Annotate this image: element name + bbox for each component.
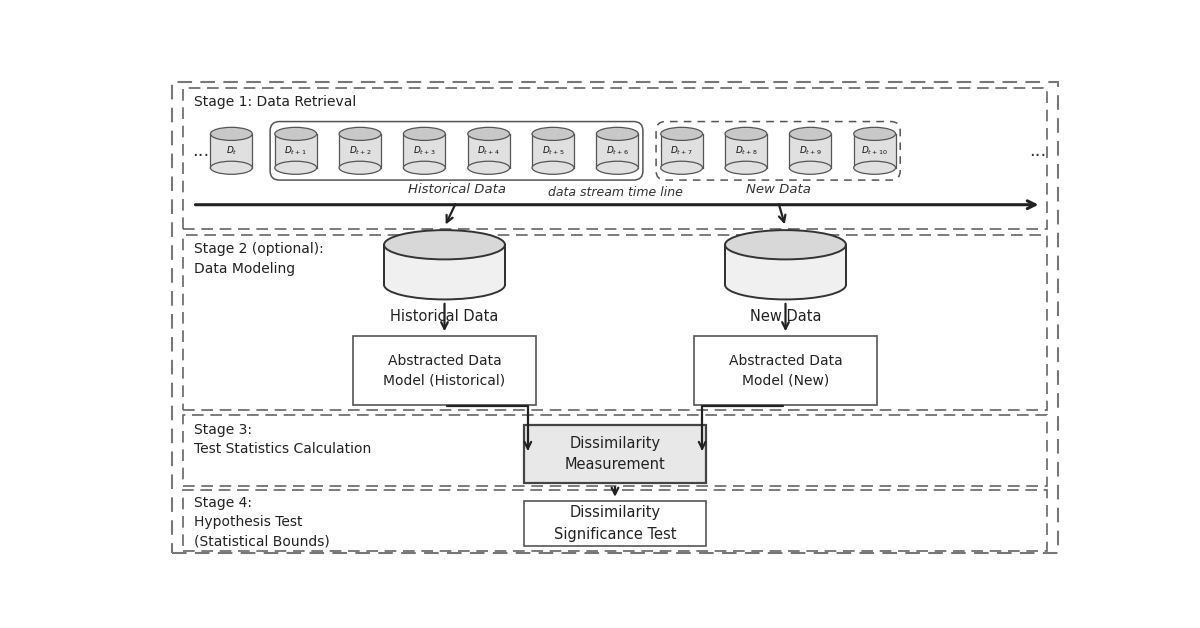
- Text: ...: ...: [1028, 142, 1046, 160]
- Text: Abstracted Data
Model (Historical): Abstracted Data Model (Historical): [384, 354, 505, 387]
- Ellipse shape: [384, 230, 505, 259]
- Text: $D_{t+3}$: $D_{t+3}$: [413, 144, 436, 157]
- Bar: [725, 245, 846, 285]
- Ellipse shape: [210, 127, 252, 141]
- Bar: [182, 235, 1048, 410]
- Ellipse shape: [403, 161, 445, 175]
- Ellipse shape: [532, 127, 574, 141]
- Ellipse shape: [725, 127, 767, 141]
- Bar: [182, 88, 1048, 229]
- Bar: [340, 134, 380, 168]
- Ellipse shape: [790, 161, 832, 175]
- Ellipse shape: [384, 270, 505, 300]
- Ellipse shape: [596, 127, 638, 141]
- Text: Dissimilarity
Significance Test: Dissimilarity Significance Test: [553, 506, 677, 541]
- Bar: [596, 134, 638, 168]
- Ellipse shape: [275, 127, 317, 141]
- Text: Stage 1: Data Retrieval: Stage 1: Data Retrieval: [194, 95, 356, 109]
- Bar: [524, 501, 706, 546]
- Bar: [182, 415, 1048, 486]
- Ellipse shape: [661, 161, 702, 175]
- Ellipse shape: [275, 161, 317, 175]
- Ellipse shape: [661, 127, 702, 141]
- Text: $D_{t+2}$: $D_{t+2}$: [349, 144, 371, 157]
- Text: Historical Data: Historical Data: [408, 183, 505, 196]
- Text: $D_{t+7}$: $D_{t+7}$: [671, 144, 692, 157]
- Bar: [384, 245, 505, 285]
- Ellipse shape: [403, 127, 445, 141]
- Bar: [853, 134, 895, 168]
- Text: $D_{t+8}$: $D_{t+8}$: [734, 144, 757, 157]
- Bar: [210, 134, 252, 168]
- Bar: [661, 134, 702, 168]
- Text: Dissimilarity
Measurement: Dissimilarity Measurement: [565, 436, 665, 472]
- Text: Stage 3:
Test Statistics Calculation: Stage 3: Test Statistics Calculation: [194, 423, 372, 456]
- Bar: [725, 134, 767, 168]
- Text: $D_{t+9}$: $D_{t+9}$: [799, 144, 822, 157]
- Text: Stage 4:
Hypothesis Test
(Statistical Bounds): Stage 4: Hypothesis Test (Statistical Bo…: [194, 495, 330, 549]
- Bar: [695, 335, 876, 405]
- Text: $D_{t+6}$: $D_{t+6}$: [606, 144, 629, 157]
- Text: Historical Data: Historical Data: [390, 309, 499, 323]
- Bar: [182, 490, 1048, 551]
- Ellipse shape: [532, 161, 574, 175]
- Ellipse shape: [210, 161, 252, 175]
- Bar: [468, 134, 510, 168]
- Bar: [532, 134, 574, 168]
- Ellipse shape: [340, 161, 380, 175]
- Ellipse shape: [725, 270, 846, 300]
- Text: $D_{t+10}$: $D_{t+10}$: [862, 144, 888, 157]
- Text: $D_{t+5}$: $D_{t+5}$: [541, 144, 564, 157]
- Text: $D_t$: $D_t$: [226, 144, 238, 157]
- Text: Stage 2 (optional):
Data Modeling: Stage 2 (optional): Data Modeling: [194, 242, 324, 276]
- Ellipse shape: [790, 127, 832, 141]
- Text: ...: ...: [192, 142, 209, 160]
- Ellipse shape: [725, 161, 767, 175]
- Ellipse shape: [468, 127, 510, 141]
- Bar: [524, 425, 706, 483]
- Bar: [790, 134, 832, 168]
- Bar: [354, 335, 535, 405]
- Ellipse shape: [596, 161, 638, 175]
- Text: $D_{t+4}$: $D_{t+4}$: [478, 144, 500, 157]
- Text: $D_{t+1}$: $D_{t+1}$: [284, 144, 307, 157]
- Ellipse shape: [853, 127, 895, 141]
- Ellipse shape: [853, 161, 895, 175]
- Text: New Data: New Data: [750, 309, 821, 323]
- Bar: [275, 134, 317, 168]
- Text: New Data: New Data: [745, 183, 810, 196]
- Ellipse shape: [725, 230, 846, 259]
- Text: Abstracted Data
Model (New): Abstracted Data Model (New): [728, 354, 842, 387]
- Bar: [403, 134, 445, 168]
- Ellipse shape: [468, 161, 510, 175]
- Ellipse shape: [340, 127, 380, 141]
- Text: data stream time line: data stream time line: [547, 187, 683, 199]
